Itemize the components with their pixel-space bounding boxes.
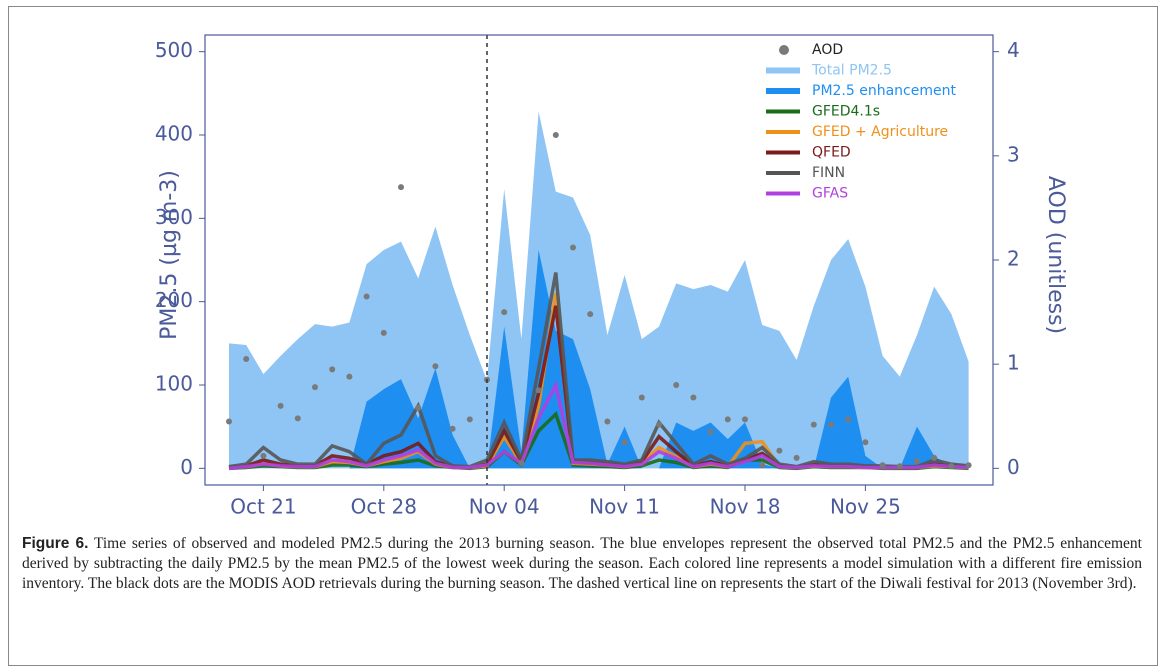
aod-point — [621, 439, 628, 446]
y2-tick-label: 3 — [1007, 142, 1020, 166]
aod-point — [346, 373, 353, 380]
aod-point — [948, 463, 955, 470]
aod-point — [914, 458, 920, 465]
legend-label: FINN — [812, 165, 845, 181]
aod-point — [810, 421, 817, 428]
area — [229, 111, 969, 469]
aod-point — [879, 462, 886, 469]
aod-point — [724, 416, 731, 423]
aod-point — [845, 416, 852, 423]
aod-point — [415, 404, 422, 411]
aod-point — [776, 447, 783, 454]
aod-point — [363, 293, 370, 300]
aod-point — [828, 421, 834, 428]
aod-point — [380, 329, 387, 336]
legend-marker — [779, 45, 789, 55]
y-tick-label: 500 — [155, 38, 193, 62]
aod-point — [690, 394, 697, 401]
aod-point — [638, 394, 645, 401]
chart: PM2.5 (µg m-3) AOD (unitless) 0 100 200 300… — [155, 34, 1068, 519]
aod-point — [535, 387, 542, 394]
x-tick-label: Oct 28 — [351, 495, 417, 519]
aod-point — [277, 402, 284, 409]
y-tick-label: 200 — [155, 288, 193, 312]
y2-tick-label: 4 — [1007, 38, 1020, 62]
y2-tick-label: 1 — [1007, 351, 1020, 375]
aod-point — [604, 418, 611, 425]
aod-point — [570, 244, 576, 251]
legend-label: GFED + Agriculture — [812, 124, 948, 140]
aod-point — [329, 366, 336, 373]
aod-point — [742, 416, 748, 423]
aod-point — [896, 463, 903, 470]
aod-point — [965, 462, 972, 469]
aod-point — [243, 355, 250, 362]
aod-point — [552, 132, 559, 138]
aod-point — [587, 311, 594, 318]
y-tick-label: 0 — [180, 455, 193, 479]
y-tick-label: 300 — [155, 205, 193, 229]
x-tick-label: Oct 21 — [230, 495, 296, 519]
aod-point — [501, 309, 508, 316]
aod-point — [673, 382, 680, 388]
x-tick-label: Nov 18 — [710, 495, 781, 519]
aod-point — [312, 384, 318, 391]
x-tick-label: Nov 25 — [830, 495, 901, 519]
aod-point — [656, 421, 662, 428]
aod-point — [518, 460, 525, 467]
line — [228, 272, 969, 469]
x-tick-label: Nov 11 — [589, 495, 660, 519]
aod-point — [294, 415, 301, 422]
legend-label: PM2.5 enhancement — [812, 83, 956, 99]
aod-point — [432, 363, 439, 370]
y-axis-label: PM2.5 (µg m-3) — [157, 170, 182, 340]
aod-point — [226, 418, 232, 425]
aod-point — [931, 454, 938, 461]
caption-text: Time series of observed and modeled PM2.… — [22, 535, 1142, 592]
legend-label: GFED4.1s — [812, 104, 880, 120]
x-tick-label: Nov 04 — [469, 495, 540, 519]
legend-label: Total PM2.5 — [811, 63, 892, 79]
aod-point — [398, 184, 404, 191]
caption: Figure 6. Time series of observed and mo… — [22, 534, 1142, 594]
aod-point — [707, 428, 714, 435]
aod-point — [449, 425, 456, 432]
line — [228, 379, 969, 471]
aod-point — [862, 439, 869, 446]
y-tick-label: 400 — [155, 122, 193, 146]
y2-tick-label: 2 — [1007, 247, 1020, 271]
caption-label: Figure 6. — [22, 535, 89, 552]
aod-point — [466, 416, 473, 423]
aod-point — [793, 454, 800, 461]
legend-label: GFAS — [812, 186, 848, 202]
legend-label: QFED — [812, 145, 851, 161]
legend-label: AOD — [812, 42, 843, 58]
y2-tick-label: 0 — [1007, 455, 1020, 479]
y2-axis-label: AOD (unitless) — [1043, 176, 1068, 334]
aod-point — [759, 462, 766, 469]
y-tick-label: 100 — [155, 372, 193, 396]
aod-point — [260, 452, 267, 459]
